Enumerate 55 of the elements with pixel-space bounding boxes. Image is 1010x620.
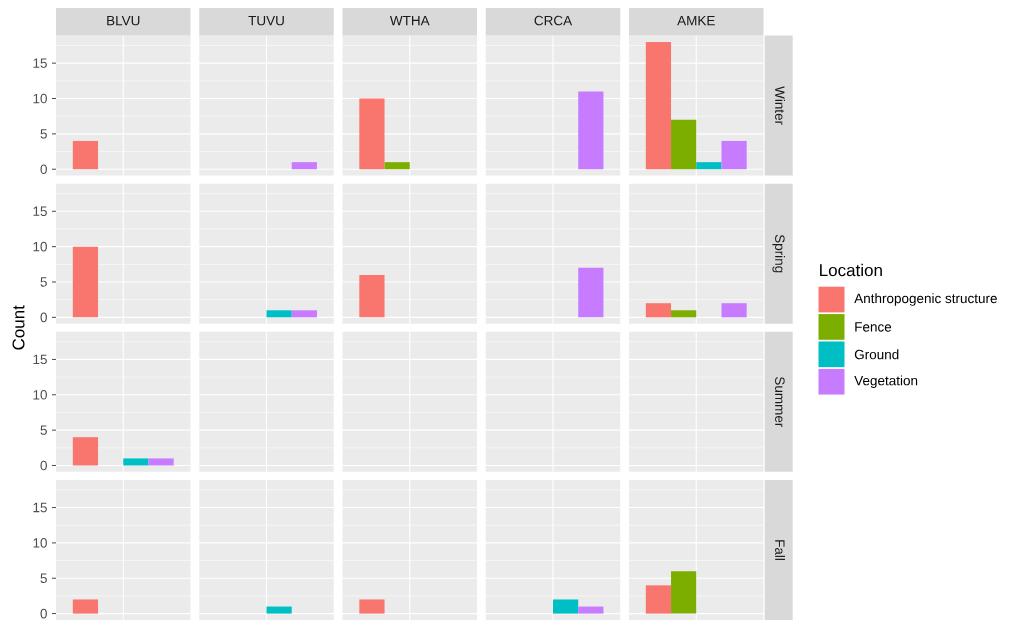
bar xyxy=(359,274,385,318)
y-tick-label: 15 xyxy=(33,502,47,513)
bar xyxy=(291,162,317,170)
x-tick-label: BLVU xyxy=(107,15,140,26)
y-tick-label: 5 xyxy=(40,129,47,139)
y-tick-label: 10 xyxy=(33,538,47,548)
x-tick-label: CRCA xyxy=(534,15,573,26)
bar xyxy=(72,599,99,614)
bar xyxy=(291,310,317,318)
bar xyxy=(359,98,385,170)
bar xyxy=(359,599,385,614)
bar xyxy=(266,606,292,614)
bar xyxy=(671,119,697,170)
y-tick-label: 0 xyxy=(40,164,47,174)
bar xyxy=(553,599,579,614)
y-tick-label: 15 xyxy=(33,206,47,216)
bar xyxy=(721,140,747,170)
x-tick-label: TUVU xyxy=(248,15,284,26)
legend-label: Anthropogenic structure xyxy=(854,293,997,306)
bar xyxy=(645,41,672,170)
y-axis-title: Count xyxy=(12,305,25,350)
bar xyxy=(72,140,99,170)
bar xyxy=(266,310,292,318)
y-tick-label: 5 xyxy=(40,573,47,583)
legend-title: Location xyxy=(820,263,882,277)
y-tick-label: 15 xyxy=(33,354,47,365)
bar xyxy=(578,606,604,614)
y-tick-label: 5 xyxy=(40,277,47,287)
legend-label: Fence xyxy=(855,322,892,332)
bar xyxy=(721,303,747,318)
legend-label: Ground xyxy=(854,349,899,360)
bar xyxy=(578,91,604,170)
y-tick-label: 10 xyxy=(33,93,47,104)
bar xyxy=(671,571,697,614)
y2-axis-title: Winter xyxy=(775,86,785,125)
bar xyxy=(645,303,672,318)
y-tick-label: 15 xyxy=(33,58,47,68)
y2-axis-title: Fall xyxy=(775,540,785,560)
bar xyxy=(72,246,99,318)
bar xyxy=(696,162,722,170)
bar xyxy=(384,162,410,170)
bar xyxy=(578,267,604,318)
y-tick-label: 0 xyxy=(40,608,47,619)
bar xyxy=(671,310,697,318)
legend-label: Vegetation xyxy=(854,375,918,389)
x-tick-label: AMKE xyxy=(677,15,715,26)
bar xyxy=(645,585,672,614)
x-tick-label: WTHA xyxy=(389,15,430,26)
y-tick-label: 0 xyxy=(40,460,47,471)
y-tick-label: 5 xyxy=(40,425,47,435)
y-tick-label: 10 xyxy=(33,389,47,400)
y-tick-label: 0 xyxy=(40,312,47,323)
y-tick-label: 10 xyxy=(33,241,47,252)
y2-axis-title: Spring xyxy=(772,234,785,273)
y2-axis-title: Summer xyxy=(775,376,785,428)
